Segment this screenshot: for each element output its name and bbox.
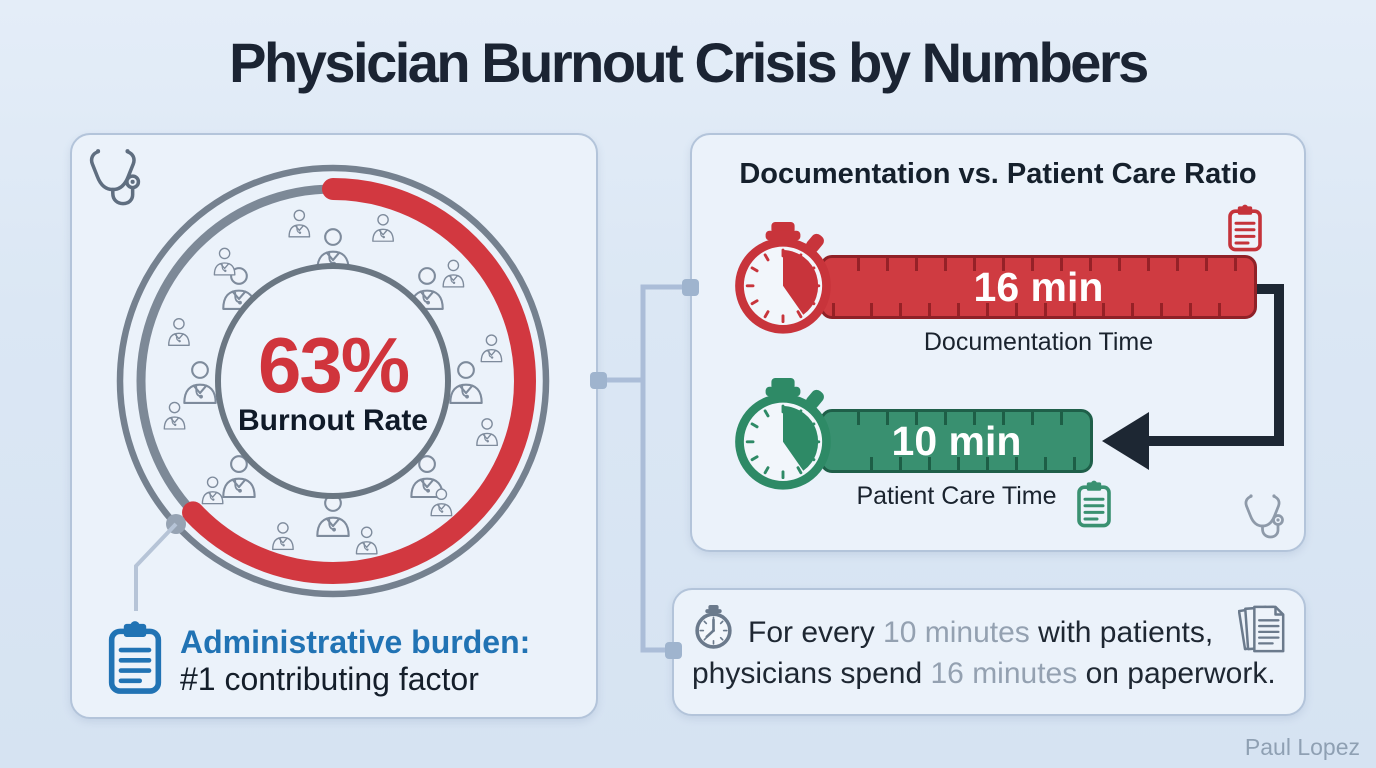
page-title: Physician Burnout Crisis by Numbers bbox=[229, 31, 1149, 94]
burnout-metric-label: Burnout Rate bbox=[238, 404, 428, 437]
summary-text: For every bbox=[748, 616, 884, 649]
documentation-time-caption: Documentation Time bbox=[923, 328, 1154, 356]
credit-watermark: Paul Lopez bbox=[1244, 734, 1360, 760]
summary-highlight-16-minutes: 16 minutes bbox=[930, 657, 1078, 690]
summary-highlight-10-minutes: 10 minutes bbox=[883, 616, 1030, 649]
summary-line-1: For every 10 minutes with patients, bbox=[748, 616, 1213, 650]
ratio-panel-title: Documentation vs. Patient Care Ratio bbox=[739, 158, 1257, 190]
summary-line-2: physicians spend 16 minutes on paperwork… bbox=[692, 657, 1276, 691]
burnout-percent: 63% bbox=[257, 321, 410, 409]
summary-text: physicians spend bbox=[692, 657, 931, 690]
documentation-time-value: 16 min bbox=[973, 263, 1104, 310]
patient-care-time-bar: 10 min bbox=[820, 409, 1093, 473]
summary-panel bbox=[672, 588, 1306, 716]
callout-title: Administrative burden: bbox=[180, 624, 531, 660]
patient-care-time-value: 10 min bbox=[891, 417, 1022, 464]
summary-text: on paperwork. bbox=[1077, 657, 1276, 690]
summary-text: with patients, bbox=[1029, 616, 1214, 649]
patient-care-time-caption: Patient Care Time bbox=[856, 482, 1057, 510]
documentation-time-bar: 16 min bbox=[820, 255, 1257, 319]
callout-subtitle: #1 contributing factor bbox=[180, 661, 479, 697]
